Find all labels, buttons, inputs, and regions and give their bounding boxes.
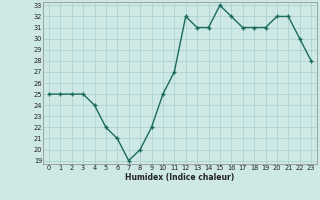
X-axis label: Humidex (Indice chaleur): Humidex (Indice chaleur) <box>125 172 235 182</box>
